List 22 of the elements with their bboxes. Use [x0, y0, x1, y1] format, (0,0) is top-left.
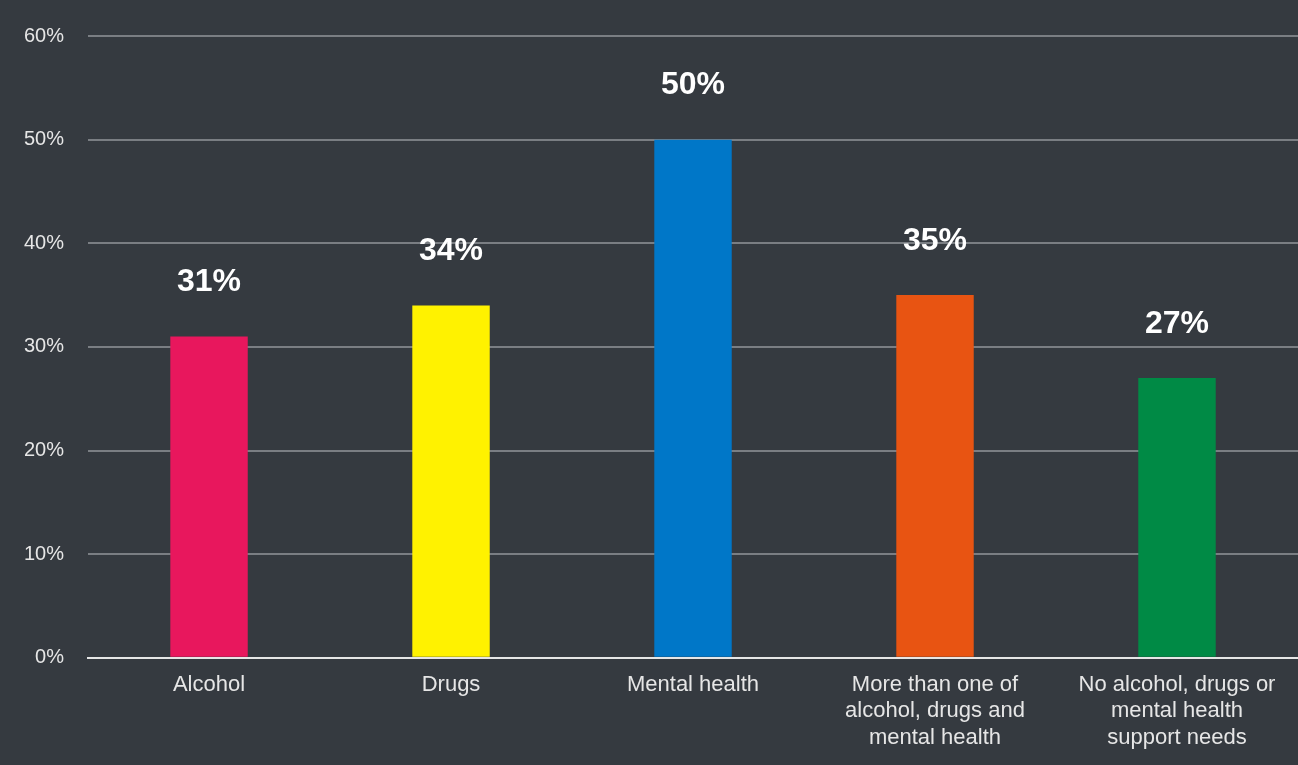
data-label: 27% [1144, 303, 1210, 340]
bar [654, 139, 732, 657]
y-tick-label: 10% [24, 541, 65, 564]
y-tick-label: 50% [24, 127, 65, 150]
y-tick-label: 0% [35, 645, 65, 668]
x-tick-label: More than one of alcohol, drugs and mental health [845, 671, 1025, 749]
bar [896, 295, 974, 657]
y-tick-label: 40% [24, 230, 65, 253]
x-tick-label: Alcohol [172, 671, 246, 697]
data-label: 31% [177, 262, 242, 299]
x-tick-label: Drugs [421, 671, 481, 697]
y-tick-label: 30% [24, 334, 65, 357]
bar [1138, 377, 1216, 657]
bar [412, 305, 490, 657]
x-tick-label: No alcohol, drugs or mental health support needs [1078, 671, 1276, 749]
y-tick-label: 20% [24, 438, 65, 461]
x-tick-label: Mental health [626, 671, 760, 697]
bar [170, 336, 248, 657]
data-label: 50% [660, 65, 726, 102]
data-label: 35% [902, 220, 968, 257]
y-tick-label: 60% [24, 23, 65, 46]
data-label: 34% [419, 231, 484, 268]
